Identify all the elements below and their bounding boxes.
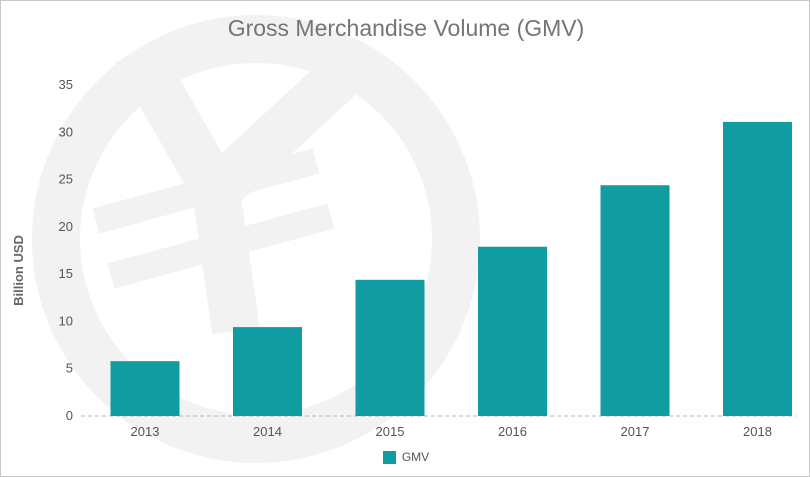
y-tick-label: 30 <box>59 124 73 139</box>
x-tick-label: 2016 <box>498 424 527 439</box>
x-tick-label: 2018 <box>743 424 772 439</box>
y-tick-label: 15 <box>59 266 73 281</box>
y-tick-label: 20 <box>59 219 73 234</box>
bar <box>233 327 302 416</box>
bar <box>478 246 547 416</box>
legend-label: GMV <box>401 450 430 464</box>
chart-title: Gross Merchandise Volume (GMV) <box>227 15 585 41</box>
y-tick-label: 5 <box>66 361 73 376</box>
bar <box>355 279 425 416</box>
y-tick-label: 0 <box>66 408 73 423</box>
bar <box>723 121 792 416</box>
x-tick-label: 2014 <box>253 424 282 439</box>
y-axis-title: Billion USD <box>11 235 26 306</box>
x-tick-label: 2015 <box>376 424 405 439</box>
bar <box>110 361 180 416</box>
legend: GMV <box>1 450 809 464</box>
y-tick-label: 25 <box>59 172 73 187</box>
y-tick-label: 10 <box>59 313 73 328</box>
y-tick-label: 35 <box>59 77 73 92</box>
legend-swatch <box>382 450 396 464</box>
x-tick-label: 2017 <box>621 424 650 439</box>
bar <box>600 185 670 416</box>
x-tick-label: 2013 <box>131 424 160 439</box>
